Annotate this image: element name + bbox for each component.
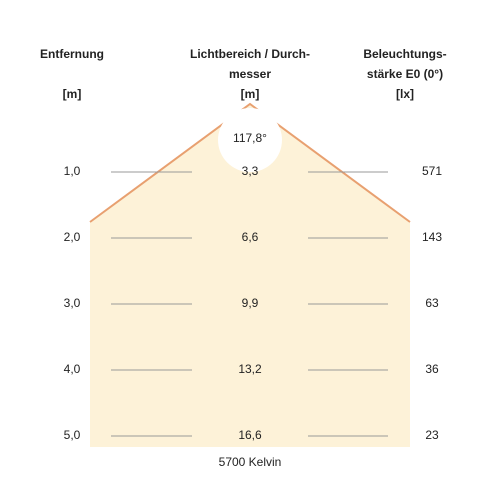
distance: 4,0 xyxy=(64,362,81,376)
cone-edge xyxy=(89,102,411,223)
header-text: stärke E0 (0°) xyxy=(367,67,443,81)
illuminance: 63 xyxy=(425,296,439,310)
diameter: 13,2 xyxy=(238,362,262,376)
header-text: Lichtbereich / Durch- xyxy=(190,47,310,61)
footer: 5700 Kelvin xyxy=(219,455,282,469)
angle-cutout xyxy=(218,108,282,172)
header-text: [m] xyxy=(63,87,82,101)
header-text: [m] xyxy=(241,87,260,101)
headers: Entfernung [m] Lichtbereich / Durch-messer… xyxy=(40,47,447,101)
illuminance: 23 xyxy=(425,428,439,442)
header-text: Entfernung xyxy=(40,47,104,61)
light-cone xyxy=(90,104,410,447)
distance: 1,0 xyxy=(64,164,81,178)
diameter: 6,6 xyxy=(242,230,259,244)
illuminance: 143 xyxy=(422,230,442,244)
illuminance: 571 xyxy=(422,164,442,178)
header-text: Beleuchtungs- xyxy=(363,47,446,61)
header-text: [lx] xyxy=(396,87,414,101)
distance: 3,0 xyxy=(64,296,81,310)
distance: 2,0 xyxy=(64,230,81,244)
distance: 5,0 xyxy=(64,428,81,442)
diameter: 16,6 xyxy=(238,428,262,442)
illuminance: 36 xyxy=(425,362,439,376)
rows: 1,0 3,3 571 2,0 6,6 143 3,0 9,9 63 4,0 13,2 36 5,0 16… xyxy=(64,164,443,442)
diameter: 3,3 xyxy=(242,164,259,178)
header-text: messer xyxy=(229,67,271,81)
beam-angle: 117,8° xyxy=(233,131,267,145)
diameter: 9,9 xyxy=(242,296,259,310)
